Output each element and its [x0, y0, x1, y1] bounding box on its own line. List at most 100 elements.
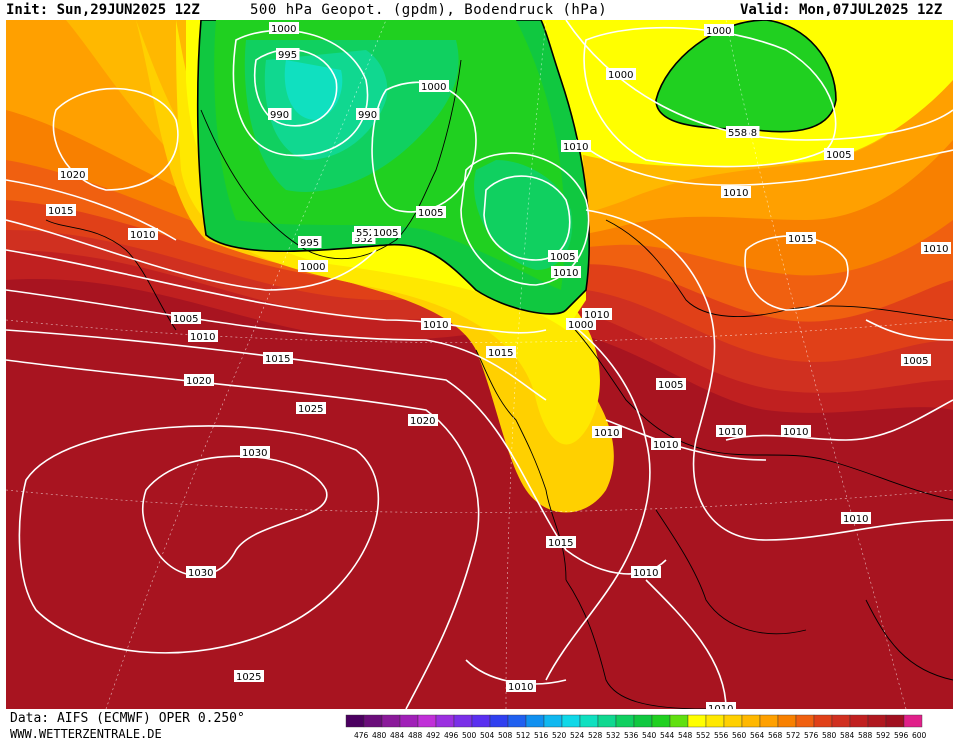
svg-text:990: 990 [270, 110, 289, 121]
colorbar-tick-label: 560 [732, 731, 747, 740]
colorbar-swatch [885, 714, 905, 728]
colorbar-tick-label: 556 [714, 731, 729, 740]
svg-text:1015: 1015 [265, 354, 290, 365]
colorbar-swatch [633, 714, 653, 728]
valid-time: Valid: Mon,07JUL2025 12Z [740, 2, 943, 18]
colorbar-tick-label: 580 [822, 731, 837, 740]
svg-text:995: 995 [278, 50, 297, 61]
colorbar-swatch [867, 714, 887, 728]
colorbar-swatch [705, 714, 725, 728]
svg-text:1000: 1000 [421, 82, 446, 93]
colorbar-swatch [561, 714, 581, 728]
isobar-label: 1010 [781, 425, 811, 438]
svg-text:1005: 1005 [418, 208, 443, 219]
colorbar-swatch [597, 714, 617, 728]
svg-text:1015: 1015 [788, 234, 813, 245]
svg-text:1010: 1010 [508, 682, 533, 693]
isobar-label: 1030 [186, 566, 216, 579]
colorbar-swatch [687, 714, 707, 728]
isobar-label: 1000 [269, 22, 299, 35]
isobar-label: 1005 [171, 312, 201, 325]
colorbar-tick-label: 496 [444, 731, 459, 740]
data-source: Data: AIFS (ECMWF) OPER 0.250° [10, 711, 245, 726]
colorbar-tick-label: 572 [786, 731, 801, 740]
svg-text:1005: 1005 [173, 314, 198, 325]
isobar-label: 1010 [651, 438, 681, 451]
isobar-label: 1005 [901, 354, 931, 367]
svg-text:1010: 1010 [718, 427, 743, 438]
svg-text:1010: 1010 [423, 320, 448, 331]
map-title: 500 hPa Geopot. (gpdm), Bodendruck (hPa) [250, 2, 608, 18]
svg-text:1000: 1000 [706, 26, 731, 37]
colorbar-tick-label: 476 [354, 731, 369, 740]
colorbar-swatch [831, 714, 851, 728]
isobar-label: 558 [726, 126, 750, 139]
svg-text:1000: 1000 [568, 320, 593, 331]
colorbar-tick-label: 508 [498, 731, 513, 740]
svg-text:1010: 1010 [190, 332, 215, 343]
isobar-label: 1025 [234, 670, 264, 683]
colorbar-tick-label: 480 [372, 731, 387, 740]
lat-lon-grid [6, 20, 953, 709]
isobar-label: 1010 [631, 566, 661, 579]
isobar-label: 1020 [184, 374, 214, 387]
isobar-label: 1010 [706, 702, 736, 709]
isobar-label: 1010 [921, 242, 951, 255]
isobar-label: 1010 [716, 425, 746, 438]
colorbar-tick-label: 568 [768, 731, 783, 740]
init-time: Init: Sun,29JUN2025 12Z [6, 2, 200, 18]
colorbar-swatch [651, 714, 671, 728]
svg-text:1005: 1005 [903, 356, 928, 367]
colorbar-tick-label: 516 [534, 731, 549, 740]
isobar-label: 1000 [606, 68, 636, 81]
colorbar-tick-label: 504 [480, 731, 495, 740]
isobar-label: 1010 [506, 680, 536, 693]
colorbar-tick-label: 584 [840, 731, 855, 740]
isobar-label: 1010 [421, 318, 451, 331]
isobar-label: 1015 [263, 352, 293, 365]
colorbar-tick-label: 532 [606, 731, 621, 740]
colorbar-tick-label: 588 [858, 731, 873, 740]
svg-text:1020: 1020 [60, 170, 85, 181]
isobar-label: 1010 [188, 330, 218, 343]
isobar-label: 1010 [721, 186, 751, 199]
svg-text:558: 558 [728, 128, 747, 139]
svg-text:552: 552 [356, 228, 375, 239]
svg-text:1015: 1015 [488, 348, 513, 359]
isobar-labels: 1000 995 990 1000 990 552 1000 558 1010 1005 1020 1… [46, 22, 951, 709]
isobar-label: 990 [268, 108, 292, 121]
colorbar-swatch [507, 714, 527, 728]
svg-text:990: 990 [358, 110, 377, 121]
svg-text:1030: 1030 [188, 568, 213, 579]
colorbar-tick-label: 512 [516, 731, 531, 740]
svg-text:1010: 1010 [783, 427, 808, 438]
colorbar-swatch [525, 714, 545, 728]
colorbar-tick-label: 488 [408, 731, 423, 740]
svg-text:1005: 1005 [550, 252, 575, 263]
isobar-label: 1025 [296, 402, 326, 415]
svg-text:1010: 1010 [723, 188, 748, 199]
colorbar-swatch [435, 714, 455, 728]
svg-text:1020: 1020 [186, 376, 211, 387]
svg-text:1000: 1000 [300, 262, 325, 273]
colorbar-swatch [453, 714, 473, 728]
colorbar-tick-label: 600 [912, 731, 927, 740]
coastlines [45, 59, 953, 709]
colorbar-tick-label: 576 [804, 731, 819, 740]
weather-map[interactable]: 1000 995 990 1000 990 552 1000 558 1010 1005 1020 1… [6, 20, 953, 709]
isobar-label: 1000 [419, 80, 449, 93]
colorbar-tick-label: 592 [876, 731, 891, 740]
map-footer: Data: AIFS (ECMWF) OPER 0.250° WWW.WETTE… [0, 709, 959, 741]
map-header: Init: Sun,29JUN2025 12Z 500 hPa Geopot. … [0, 0, 959, 20]
isobar-label: 1010 [841, 512, 871, 525]
isobar-label: 1010 [551, 266, 581, 279]
colorbar-swatch [777, 714, 797, 728]
colorbar-tick-label: 520 [552, 731, 567, 740]
svg-text:1010: 1010 [130, 230, 155, 241]
colorbar-swatch [417, 714, 437, 728]
colorbar-swatch [543, 714, 563, 728]
colorbar-tick-label: 528 [588, 731, 603, 740]
svg-text:1020: 1020 [410, 416, 435, 427]
colorbar-swatch [849, 714, 869, 728]
colorbar-swatch [795, 714, 815, 728]
